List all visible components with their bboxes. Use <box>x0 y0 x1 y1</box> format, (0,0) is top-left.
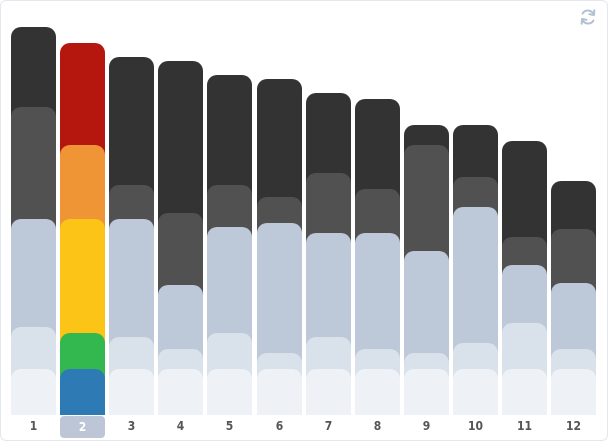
bar-segment <box>60 369 105 415</box>
bar-column-9[interactable] <box>404 0 449 415</box>
x-tick-label[interactable]: 6 <box>275 419 284 433</box>
x-tick-label[interactable]: 1 <box>29 419 38 433</box>
x-tick-label[interactable]: 11 <box>516 419 533 433</box>
bar-segment <box>207 369 252 415</box>
x-tick-label[interactable]: 12 <box>565 419 582 433</box>
bar-segment <box>257 369 302 415</box>
x-tick-label[interactable]: 8 <box>373 419 382 433</box>
x-tick-label[interactable]: 10 <box>467 419 484 433</box>
x-tick-label[interactable]: 2 <box>60 416 105 438</box>
bar-column-12[interactable] <box>551 0 596 415</box>
x-tick-label[interactable]: 7 <box>324 419 333 433</box>
bar-column-4[interactable] <box>158 0 203 415</box>
bar-segment <box>502 369 547 415</box>
bar-column-1[interactable] <box>11 0 56 415</box>
bar-column-7[interactable] <box>306 0 351 415</box>
x-tick-label[interactable]: 4 <box>176 419 185 433</box>
bar-column-6[interactable] <box>257 0 302 415</box>
bar-segment <box>109 369 154 415</box>
bar-column-8[interactable] <box>355 0 400 415</box>
bar-column-3[interactable] <box>109 0 154 415</box>
bar-segment <box>404 369 449 415</box>
bar-column-10[interactable] <box>453 0 498 415</box>
bar-column-2[interactable] <box>60 0 105 415</box>
bar-segment <box>306 369 351 415</box>
x-tick-label[interactable]: 9 <box>422 419 431 433</box>
x-tick-label[interactable]: 5 <box>225 419 234 433</box>
bar-segment <box>355 369 400 415</box>
bar-segment <box>551 369 596 415</box>
x-tick-label[interactable]: 3 <box>127 419 136 433</box>
bar-segment <box>11 369 56 415</box>
bar-segment <box>453 369 498 415</box>
bar-segment <box>158 369 203 415</box>
refresh-icon[interactable] <box>578 7 598 27</box>
bar-column-5[interactable] <box>207 0 252 415</box>
bar-column-11[interactable] <box>502 0 547 415</box>
